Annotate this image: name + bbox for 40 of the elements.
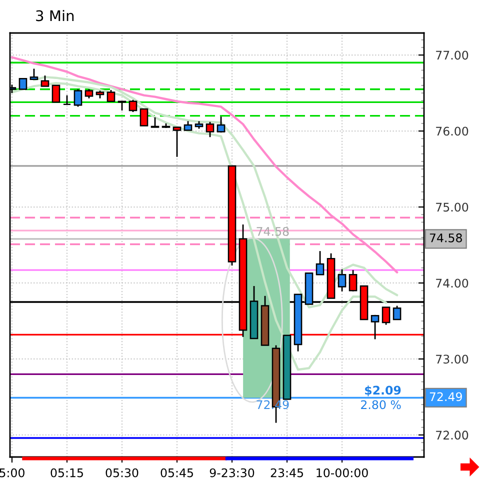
candlestick <box>18 78 28 90</box>
x-tick-label: 23:45 <box>270 468 304 478</box>
candlestick <box>338 268 346 292</box>
annotation: 2.80 % <box>361 400 401 410</box>
y-tick-label: 72.00 <box>436 430 468 440</box>
candlestick <box>62 94 72 106</box>
candlestick <box>84 88 94 100</box>
x-tick-label: 05:15 <box>50 468 83 478</box>
ref-line-label: 74.58 <box>430 233 462 242</box>
candlestick <box>172 126 182 158</box>
candlestick <box>216 116 226 134</box>
y-tick-label: 76.00 <box>436 126 468 136</box>
candlestick <box>40 74 50 87</box>
chart-title: 3 Min <box>36 10 74 22</box>
candlestick <box>52 84 60 103</box>
candlestick <box>392 305 402 320</box>
candlestick <box>348 269 358 292</box>
candlestick <box>316 250 324 276</box>
candlestick <box>184 120 192 131</box>
candlestick <box>106 89 116 102</box>
candlestick <box>128 99 138 113</box>
candlestick <box>206 121 214 138</box>
candlestick <box>118 100 126 112</box>
annotation: $2.09 <box>365 386 401 396</box>
x-tick-label: 05:30 <box>106 468 138 478</box>
x-tick-label: 5:00 <box>0 468 24 478</box>
candlestick <box>140 108 148 126</box>
candlestick <box>370 314 380 340</box>
candlestick <box>150 116 160 128</box>
x-tick-label: 10-00:00 <box>316 468 368 478</box>
y-tick-label: 75.00 <box>436 202 468 212</box>
candlestick <box>382 306 390 326</box>
x-tick-label: 9-23:30 <box>210 468 254 478</box>
y-tick-label: 74.00 <box>436 278 468 288</box>
ref-line-label: 72.49 <box>430 392 462 402</box>
x-tick-label: 05:45 <box>160 468 193 478</box>
y-tick-label: 77.00 <box>436 50 468 60</box>
y-tick-label: 73.00 <box>436 354 468 364</box>
candlestick <box>30 68 38 80</box>
candlestick <box>74 88 82 108</box>
